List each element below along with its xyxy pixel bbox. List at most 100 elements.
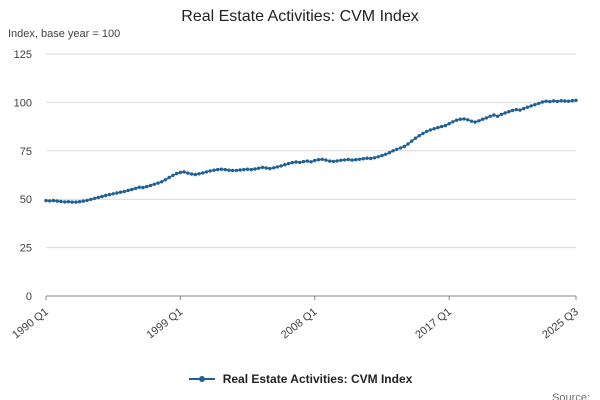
data-point bbox=[495, 114, 500, 119]
data-point bbox=[44, 198, 48, 203]
data-point bbox=[298, 160, 302, 165]
data-point bbox=[141, 185, 145, 190]
data-point bbox=[249, 167, 253, 172]
data-point bbox=[145, 184, 149, 189]
data-point bbox=[100, 194, 104, 199]
data-point bbox=[555, 99, 559, 104]
data-point bbox=[522, 106, 526, 111]
data-point bbox=[197, 172, 201, 176]
data-point bbox=[309, 160, 313, 164]
data-point bbox=[551, 99, 556, 103]
data-point bbox=[118, 190, 123, 194]
data-point bbox=[425, 129, 429, 134]
data-point bbox=[208, 169, 212, 173]
data-point bbox=[223, 167, 227, 172]
data-point bbox=[234, 168, 239, 173]
data-point bbox=[62, 200, 67, 204]
data-point bbox=[566, 99, 571, 103]
data-point bbox=[387, 151, 392, 155]
data-point bbox=[275, 165, 280, 169]
data-point bbox=[260, 165, 265, 170]
x-tick-label: 1999 Q1 bbox=[145, 306, 186, 341]
data-point bbox=[126, 188, 130, 193]
data-point bbox=[406, 142, 410, 146]
data-point bbox=[55, 199, 59, 203]
data-point bbox=[413, 136, 418, 140]
data-point bbox=[70, 200, 74, 204]
data-point bbox=[533, 103, 537, 107]
data-point bbox=[230, 168, 235, 173]
data-point bbox=[122, 189, 127, 194]
data-point bbox=[391, 149, 395, 153]
data-point bbox=[152, 182, 156, 186]
data-point bbox=[481, 117, 485, 121]
data-point bbox=[559, 99, 563, 103]
data-point bbox=[492, 113, 496, 117]
data-point bbox=[268, 166, 272, 171]
source-label: Source: bbox=[552, 392, 590, 400]
chart-title: Real Estate Activities: CVM Index bbox=[181, 8, 419, 25]
data-point bbox=[48, 199, 52, 203]
data-point bbox=[395, 147, 399, 151]
data-point bbox=[148, 183, 153, 188]
data-point bbox=[294, 160, 298, 164]
data-point bbox=[458, 117, 462, 121]
legend-dot bbox=[198, 376, 205, 382]
data-point bbox=[96, 195, 101, 200]
data-point bbox=[525, 105, 530, 109]
data-point bbox=[107, 192, 112, 197]
data-point bbox=[540, 100, 545, 104]
data-point bbox=[85, 198, 89, 203]
data-point bbox=[174, 171, 179, 176]
data-point bbox=[454, 118, 459, 122]
data-point bbox=[376, 155, 380, 159]
data-point bbox=[398, 146, 403, 150]
data-point bbox=[279, 164, 283, 168]
data-point bbox=[439, 124, 444, 129]
data-point bbox=[182, 170, 186, 174]
data-point bbox=[89, 197, 93, 202]
data-point bbox=[160, 180, 164, 184]
data-point bbox=[518, 108, 522, 112]
data-point bbox=[350, 158, 354, 162]
y-axis-unit-label: Index, base year = 100 bbox=[8, 28, 121, 40]
data-point bbox=[253, 167, 257, 171]
data-point bbox=[507, 110, 511, 114]
data-point bbox=[201, 171, 205, 175]
data-point bbox=[447, 122, 451, 126]
data-point bbox=[354, 158, 358, 162]
legend: Real Estate Activities: CVM Index bbox=[0, 372, 600, 386]
data-point bbox=[510, 108, 515, 113]
data-point bbox=[432, 127, 436, 131]
data-point bbox=[365, 156, 369, 160]
data-point bbox=[242, 167, 246, 172]
data-point bbox=[283, 163, 287, 167]
data-point bbox=[219, 167, 224, 171]
data-point bbox=[574, 98, 578, 102]
data-point bbox=[272, 166, 276, 170]
data-point bbox=[163, 178, 168, 182]
data-point bbox=[290, 160, 294, 165]
data-point bbox=[417, 134, 421, 138]
data-point bbox=[421, 131, 425, 136]
data-point bbox=[477, 119, 481, 123]
data-point bbox=[357, 157, 362, 161]
data-point bbox=[451, 120, 455, 124]
data-point bbox=[133, 186, 138, 191]
data-point bbox=[466, 118, 470, 122]
data-point bbox=[469, 119, 474, 123]
data-point bbox=[167, 175, 171, 180]
data-point bbox=[81, 199, 86, 203]
data-point bbox=[286, 161, 291, 166]
data-point bbox=[320, 157, 324, 161]
x-tick-label: 2008 Q1 bbox=[279, 306, 320, 341]
data-point bbox=[171, 173, 175, 178]
data-point bbox=[66, 200, 71, 204]
data-point bbox=[331, 159, 336, 164]
data-point bbox=[305, 159, 309, 163]
data-point bbox=[257, 166, 261, 170]
data-point bbox=[51, 198, 56, 203]
data-point bbox=[380, 153, 384, 158]
data-point bbox=[369, 156, 373, 161]
data-point bbox=[462, 117, 466, 121]
